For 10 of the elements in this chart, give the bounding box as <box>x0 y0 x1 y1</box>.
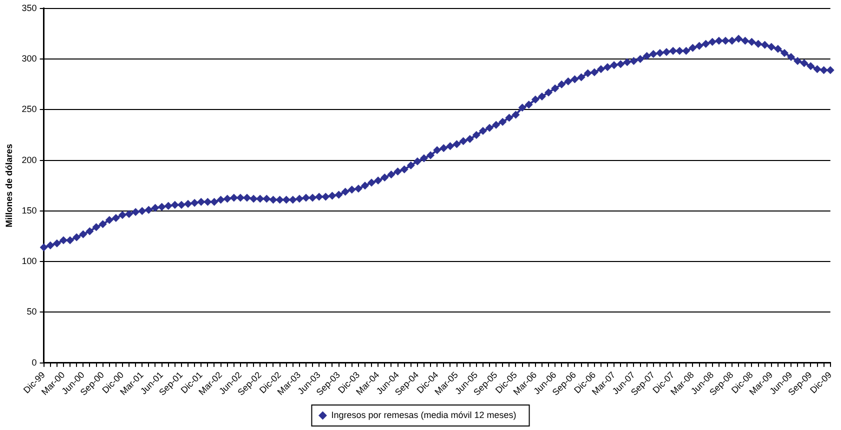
y-tick-label: 150 <box>22 205 37 216</box>
y-tick-label: 50 <box>26 306 37 317</box>
y-tick-label: 350 <box>22 2 37 13</box>
y-tick-label: 300 <box>22 54 37 64</box>
y-tick-label: 200 <box>22 154 37 165</box>
y-tick-label: 250 <box>22 104 37 114</box>
y-tick-label: 100 <box>22 256 37 266</box>
y-tick-label: 0 <box>32 357 37 368</box>
legend-label: Ingresos por remesas (media móvil 12 meses) <box>331 410 516 420</box>
y-axis-title: Millones de dólares <box>4 144 14 228</box>
